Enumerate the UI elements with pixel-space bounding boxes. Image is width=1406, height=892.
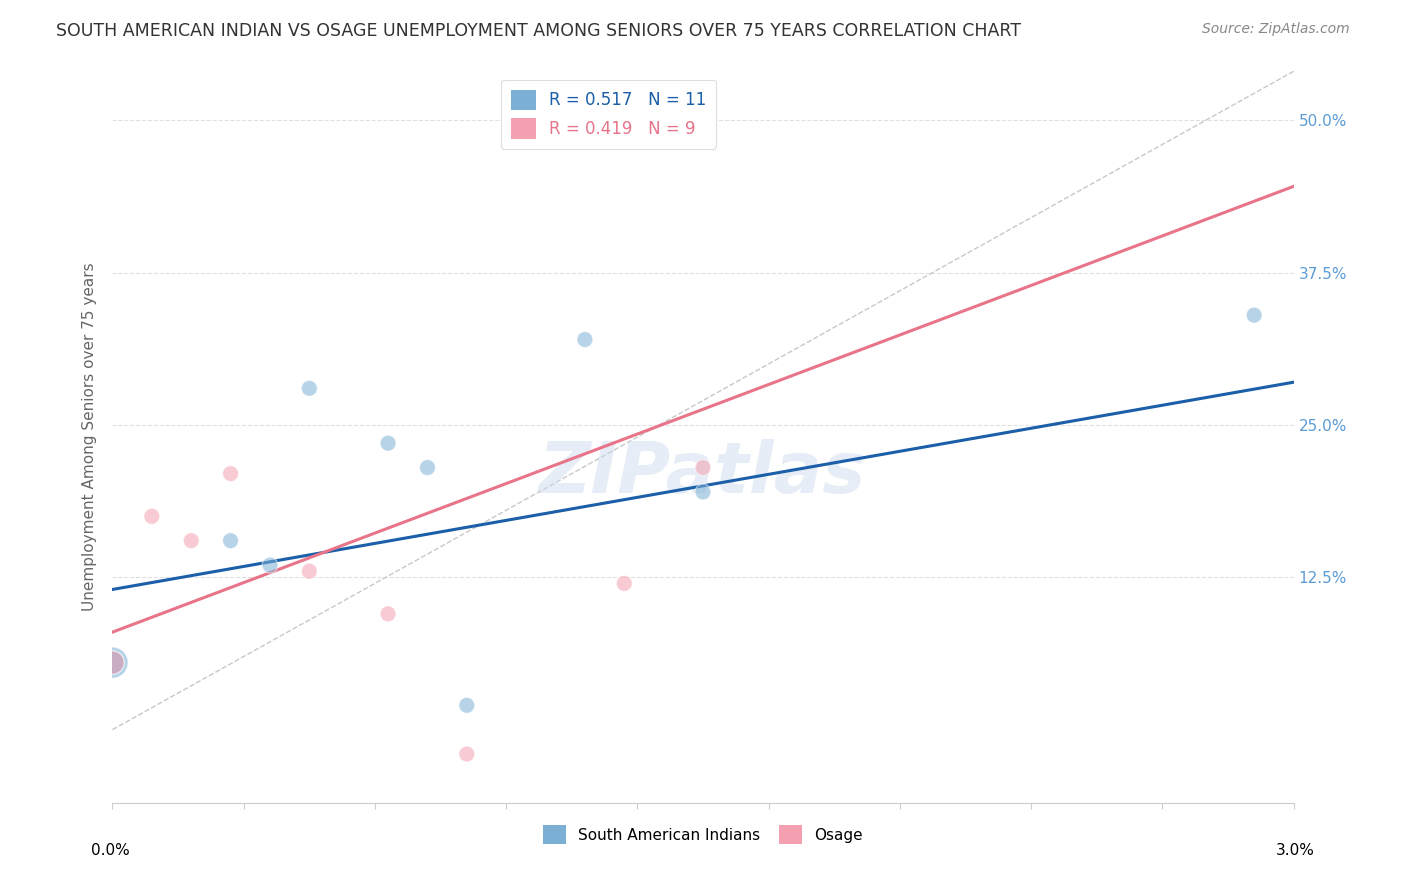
Point bbox=[613, 576, 636, 591]
Text: SOUTH AMERICAN INDIAN VS OSAGE UNEMPLOYMENT AMONG SENIORS OVER 75 YEARS CORRELAT: SOUTH AMERICAN INDIAN VS OSAGE UNEMPLOYM… bbox=[56, 22, 1021, 40]
Point bbox=[456, 698, 478, 713]
Text: 0.0%: 0.0% bbox=[91, 843, 131, 858]
Point bbox=[692, 485, 714, 500]
Point bbox=[377, 607, 399, 621]
Point bbox=[377, 436, 399, 450]
Point bbox=[692, 460, 714, 475]
Point bbox=[101, 656, 124, 670]
Point bbox=[141, 509, 163, 524]
Legend: South American Indians, Osage: South American Indians, Osage bbox=[537, 819, 869, 850]
Point bbox=[298, 381, 321, 395]
Text: Source: ZipAtlas.com: Source: ZipAtlas.com bbox=[1202, 22, 1350, 37]
Point bbox=[456, 747, 478, 761]
Point bbox=[574, 333, 596, 347]
Point bbox=[101, 656, 124, 670]
Text: ZIPatlas: ZIPatlas bbox=[540, 439, 866, 508]
Point bbox=[259, 558, 281, 573]
Point bbox=[180, 533, 202, 548]
Point bbox=[416, 460, 439, 475]
Point bbox=[219, 533, 242, 548]
Point bbox=[101, 656, 124, 670]
Y-axis label: Unemployment Among Seniors over 75 years: Unemployment Among Seniors over 75 years bbox=[82, 263, 97, 611]
Point bbox=[219, 467, 242, 481]
Point bbox=[298, 564, 321, 578]
Point bbox=[1243, 308, 1265, 322]
Text: 3.0%: 3.0% bbox=[1275, 843, 1315, 858]
